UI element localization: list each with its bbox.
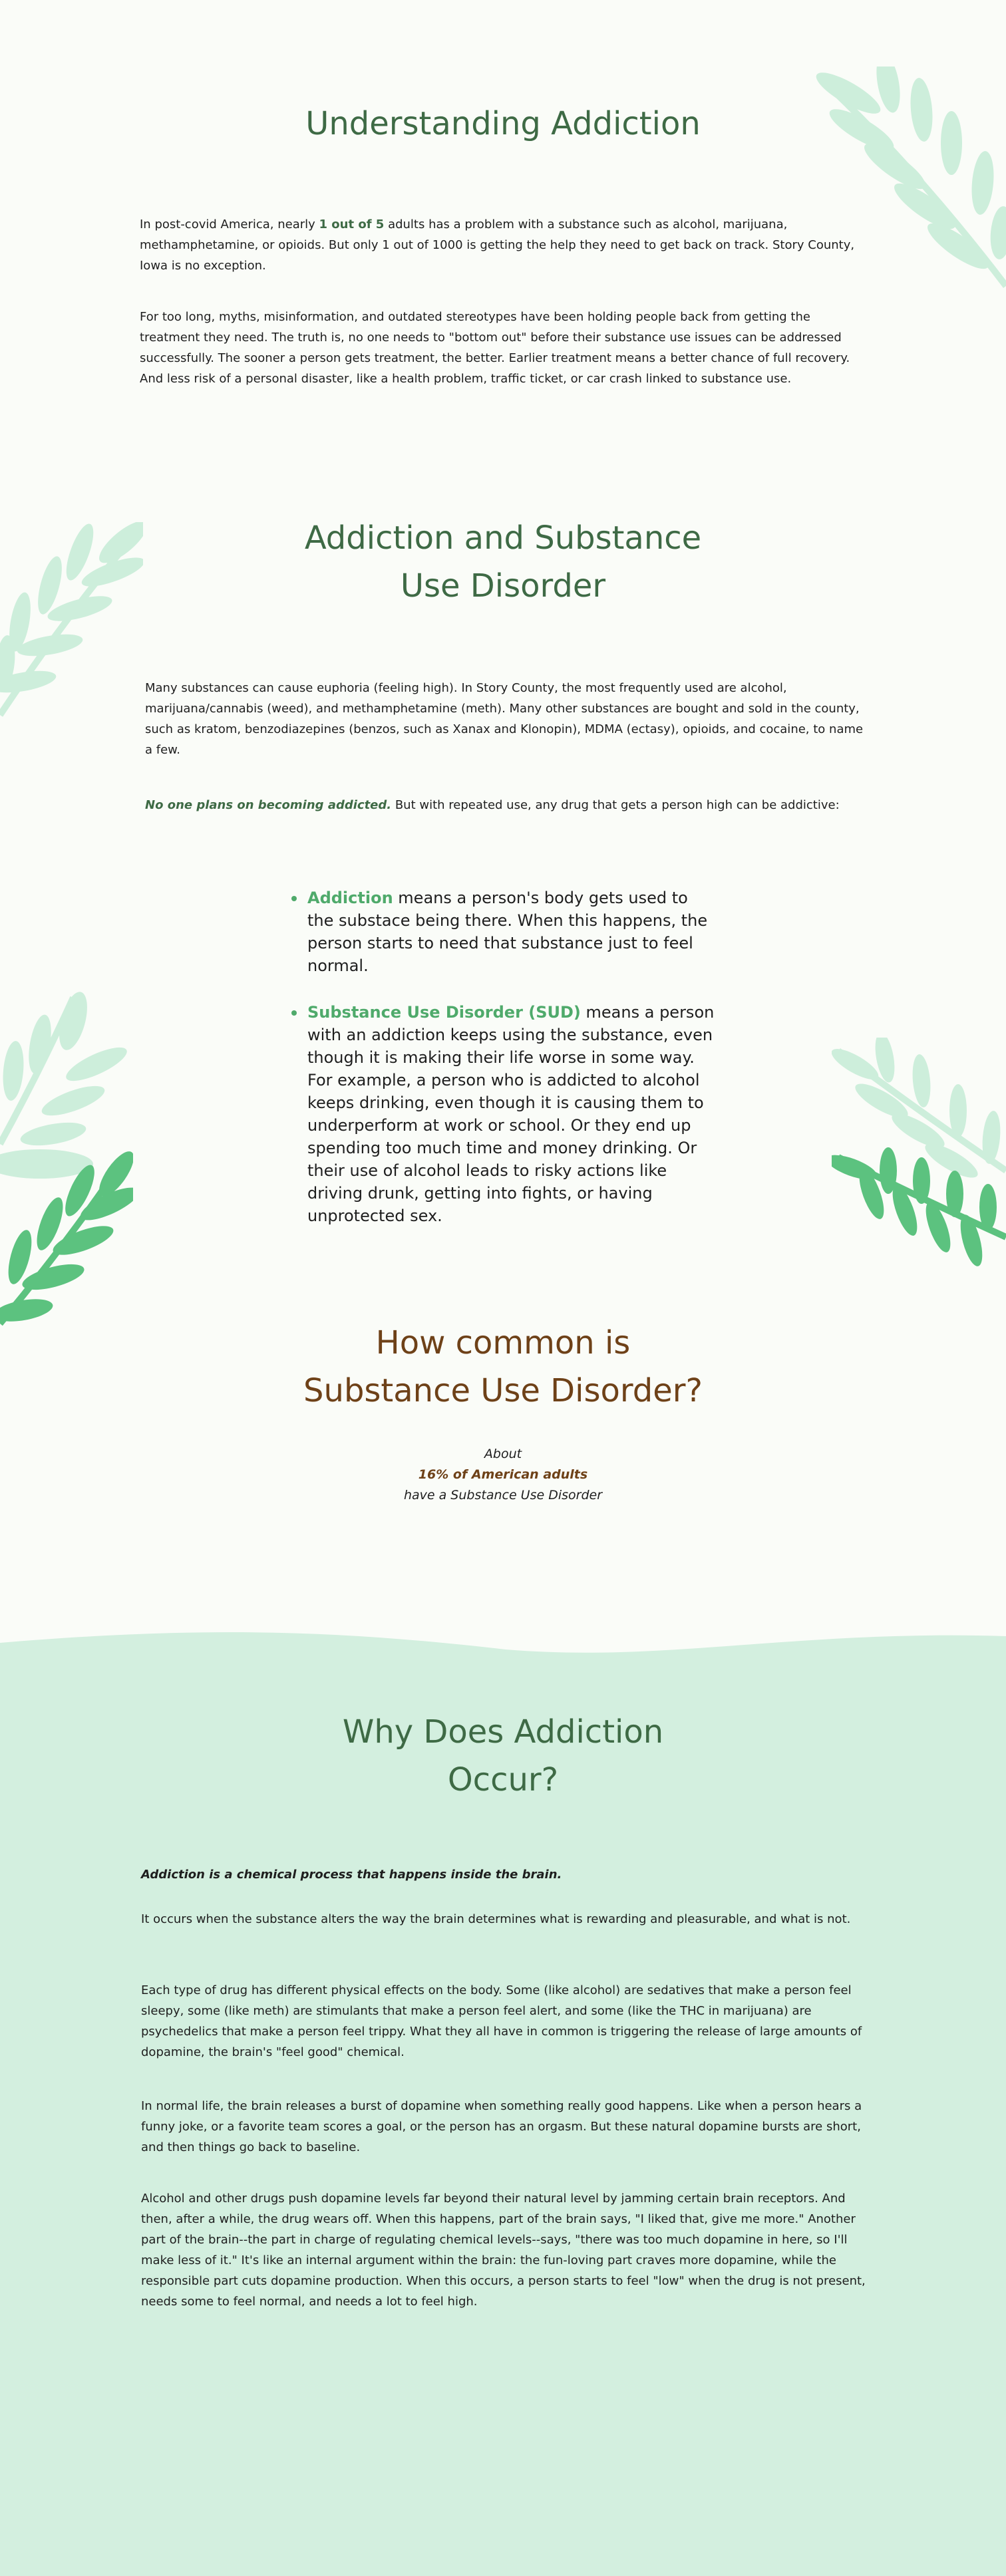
list-item-sud: Substance Use Disorder (SUD) means a per… [291,1001,717,1227]
stat-highlight-1-in-5: 1 out of 5 [319,217,385,231]
section-title-addiction-and-sud: Addiction and Substance Use Disorder [304,519,702,605]
bullet-dot [291,896,297,901]
addictive-paragraph: No one plans on becoming addicted. But w… [145,798,840,812]
myths-paragraph: For too long, myths, misinformation, and… [140,310,850,386]
leaf-branch-decoration-lower-left [0,992,133,1326]
bullet-dot [291,1010,297,1016]
wave-background [0,1632,1006,2576]
leaf-branch-decoration-top-right [816,67,1006,289]
no-one-plans-emphasis: No one plans on becoming addicted. [145,798,392,812]
sud-statistic: About 16% of American adults have a Subs… [0,1444,1006,1506]
substances-paragraph: Many substances can cause euphoria (feel… [145,681,864,757]
leaf-branch-decoration-mid-left [0,522,143,717]
list-item-addiction: Addiction means a person's body gets use… [291,887,717,977]
intro-paragraph: In post-covid America, nearly 1 out of 5… [140,217,855,273]
drug-effects-paragraph: Each type of drug has different physical… [141,1983,862,2059]
section-title-how-common: How common is Substance Use Disorder? [303,1324,703,1409]
reward-paragraph: It occurs when the substance alters the … [141,1912,851,1926]
section-title-understanding-addiction: Understanding Addiction [305,105,701,142]
why-addiction-section-background [0,1623,1006,2576]
leaf-branch-decoration-lower-right [832,1038,1006,1266]
definitions-list: Addiction means a person's body gets use… [291,887,717,1251]
stat-highlight-16-percent: 16% of American adults [418,1467,588,1482]
dopamine-burst-paragraph: In normal life, the brain releases a bur… [141,2099,862,2154]
chemical-process-lead: Addiction is a chemical process that hap… [141,1868,562,1882]
section-title-why-addiction: Why Does Addiction Occur? [342,1713,664,1798]
dopamine-levels-paragraph: Alcohol and other drugs push dopamine le… [141,2192,866,2309]
